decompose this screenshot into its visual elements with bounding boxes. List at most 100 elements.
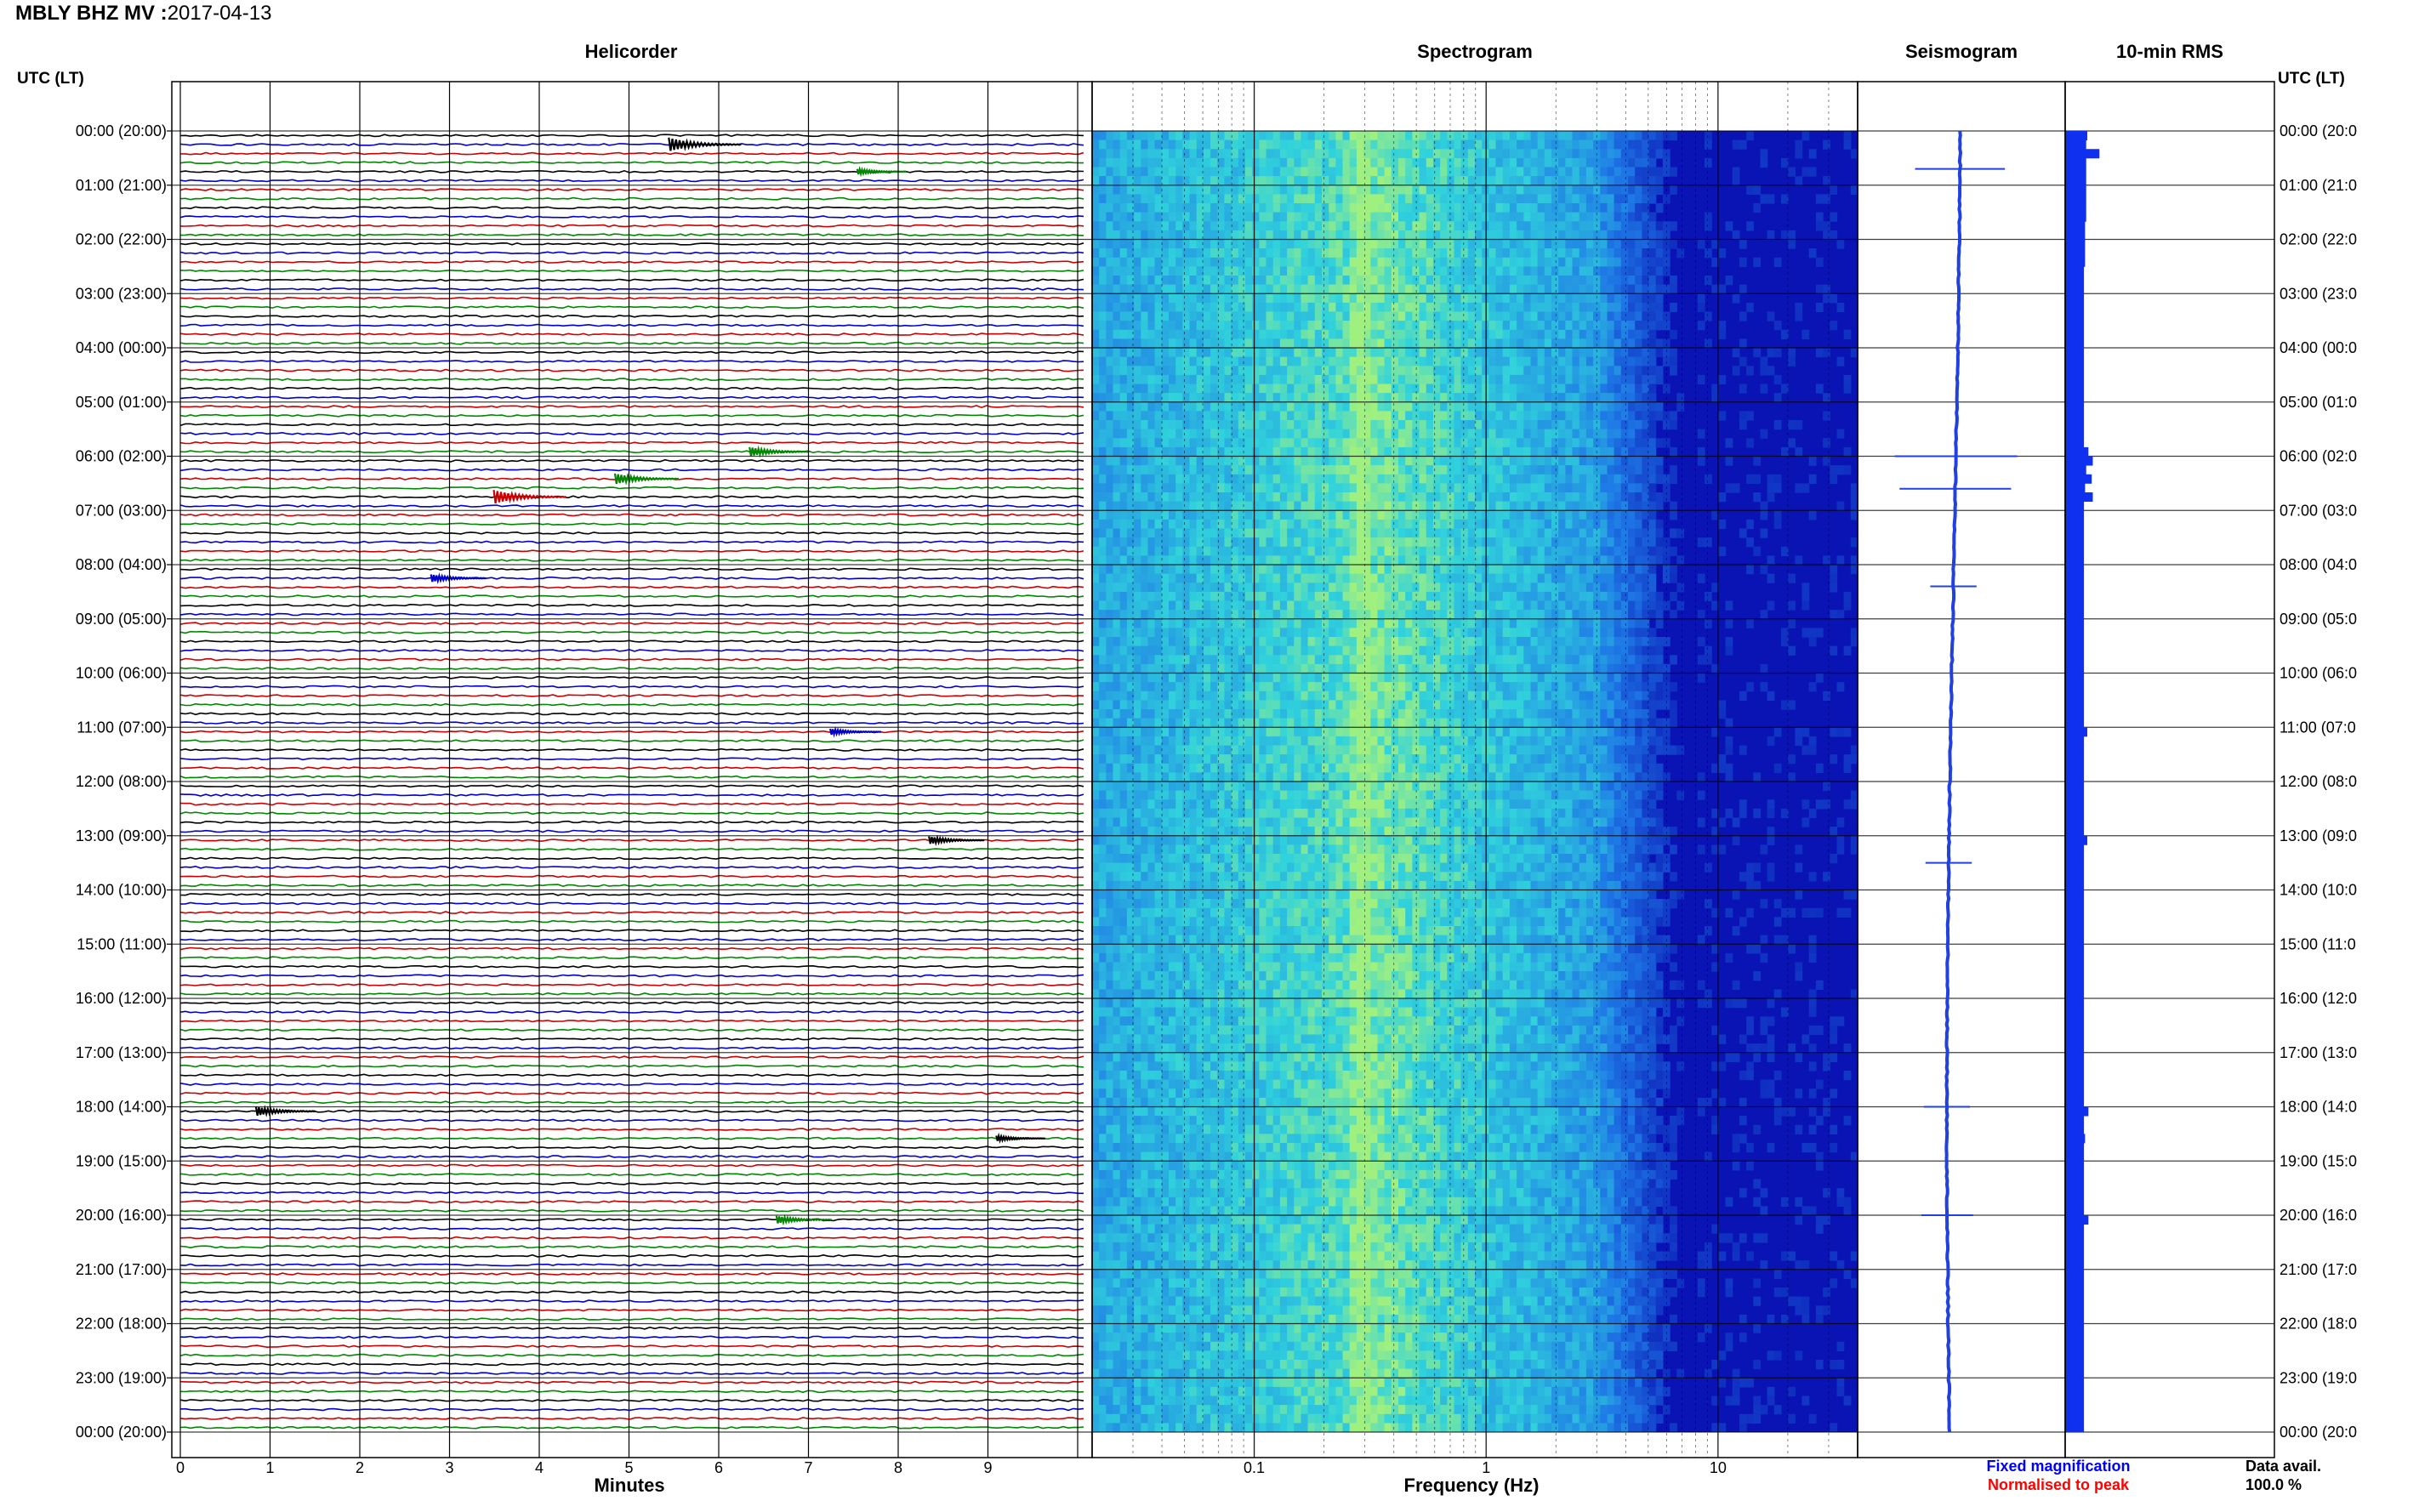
spectrogram-cell — [1398, 212, 1406, 222]
spectrogram-cell — [1238, 293, 1246, 304]
spectrogram-cell — [1488, 176, 1497, 186]
spectrogram-cell — [1551, 519, 1559, 530]
spectrogram-cell — [1600, 420, 1608, 430]
spectrogram-cell — [1642, 411, 1650, 421]
spectrogram-cell — [1175, 321, 1183, 331]
spectrogram-cell — [1509, 149, 1517, 159]
spectrogram-cell — [1322, 411, 1329, 421]
spectrogram-cell — [1092, 645, 1100, 656]
spectrogram-cell — [1558, 185, 1566, 195]
spectrogram-cell — [1523, 374, 1532, 385]
spectrogram-cell — [1307, 139, 1316, 150]
spectrogram-cell — [1113, 311, 1121, 321]
spectrogram-cell — [1642, 384, 1650, 394]
spectrogram-cell — [1662, 474, 1671, 484]
spectrogram-cell — [1440, 356, 1448, 367]
spectrogram-cell — [1495, 420, 1504, 430]
spectrogram-cell — [1272, 600, 1281, 611]
spectrogram-cell — [1370, 565, 1379, 575]
spectrogram-cell — [1363, 420, 1371, 430]
spectrogram-cell — [1294, 483, 1302, 493]
spectrogram-cell — [1272, 185, 1281, 195]
spectrogram-cell — [1495, 194, 1504, 204]
spectrogram-cell — [1607, 429, 1615, 439]
spectrogram-cell — [1412, 610, 1420, 620]
spectrogram-cell — [1279, 591, 1288, 602]
spectrogram-cell — [1467, 618, 1476, 628]
spectrogram-cell — [1279, 131, 1288, 141]
spectrogram-cell — [1154, 248, 1163, 259]
spectrogram-cell — [1307, 591, 1316, 602]
spectrogram-cell — [1384, 555, 1392, 566]
spectrogram-cell — [1753, 257, 1762, 267]
spectrogram-cell — [1398, 230, 1406, 241]
spectrogram-cell — [1259, 600, 1267, 611]
spectrogram-cell — [1426, 565, 1434, 575]
spectrogram-cell — [1175, 610, 1183, 620]
spectrogram-cell — [1092, 157, 1100, 168]
spectrogram-cell — [1329, 139, 1336, 150]
spectrogram-cell — [1607, 311, 1615, 321]
spectrogram-cell — [1628, 185, 1636, 195]
spectrogram-cell — [1231, 203, 1239, 213]
spectrogram-cell — [1447, 555, 1455, 566]
spectrogram-cell — [1384, 519, 1392, 530]
spectrogram-cell — [1432, 610, 1441, 620]
spectrogram-cell — [1342, 591, 1351, 602]
spectrogram-cell — [1614, 248, 1622, 259]
spectrogram-cell — [1259, 311, 1267, 321]
spectrogram-cell — [1739, 139, 1747, 150]
spectrogram-cell — [1126, 420, 1135, 430]
spectrogram-cell — [1432, 429, 1441, 439]
spectrogram-cell — [1517, 248, 1524, 259]
spectrogram-cell — [1648, 510, 1657, 520]
spectrogram-cell — [1231, 302, 1239, 313]
spectrogram-cell — [1432, 446, 1441, 458]
spectrogram-cell — [1620, 565, 1629, 575]
spectrogram-cell — [1126, 438, 1135, 448]
spectrogram-cell — [1391, 510, 1399, 520]
spectrogram-cell — [1189, 456, 1198, 466]
spectrogram-cell — [1217, 565, 1226, 575]
spectrogram-cell — [1287, 374, 1295, 385]
spectrogram-cell — [1356, 429, 1364, 439]
spectrogram-cell — [1460, 628, 1469, 638]
spectrogram-cell — [1134, 374, 1141, 385]
spectrogram-cell — [1718, 374, 1727, 385]
spectrogram-cell — [1502, 131, 1511, 141]
spectrogram-cell — [1349, 329, 1357, 339]
spectrogram-cell — [1106, 483, 1114, 493]
spectrogram-cell — [1196, 510, 1204, 520]
spectrogram-cell — [1322, 221, 1329, 231]
spectrogram-cell — [1398, 420, 1406, 430]
spectrogram-cell — [1440, 565, 1448, 575]
spectrogram-cell — [1467, 131, 1476, 141]
spectrogram-cell — [1210, 239, 1218, 249]
spectrogram-cell — [1099, 266, 1107, 276]
spectrogram-cell — [1314, 401, 1323, 412]
spectrogram-cell — [1412, 230, 1420, 241]
spectrogram-cell — [1342, 600, 1351, 611]
spectrogram-cell — [1579, 384, 1587, 394]
spectrogram-cell — [1314, 348, 1323, 358]
spectrogram-cell — [1509, 384, 1517, 394]
spectrogram-cell — [1307, 284, 1316, 294]
spectrogram-cell — [1169, 384, 1176, 394]
spectrogram-cell — [1517, 492, 1524, 503]
spectrogram-cell — [1210, 356, 1218, 367]
spectrogram-cell — [1572, 248, 1580, 259]
spectrogram-cell — [1384, 618, 1392, 628]
spectrogram-cell — [1245, 591, 1253, 602]
spectrogram-cell — [1238, 429, 1246, 439]
spectrogram-cell — [1370, 302, 1379, 313]
spectrogram-cell — [1607, 501, 1615, 511]
spectrogram-cell — [1161, 176, 1170, 186]
spectrogram-cell — [1558, 230, 1566, 241]
spectrogram-cell — [1349, 185, 1357, 195]
spectrogram-cell — [1279, 519, 1288, 530]
spectrogram-cell — [1467, 284, 1476, 294]
spectrogram-cell — [1600, 546, 1608, 556]
spectrogram-cell — [1294, 293, 1302, 304]
spectrogram-cell — [1342, 519, 1351, 530]
spectrogram-cell — [1558, 465, 1566, 475]
